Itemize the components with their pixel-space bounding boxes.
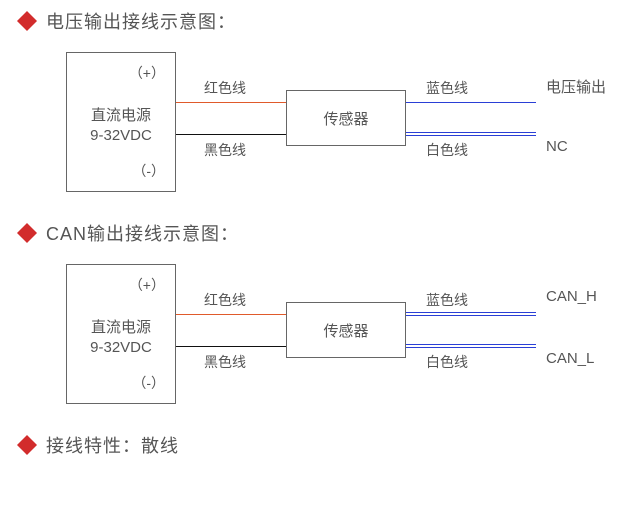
wire-label: 红色线 [204, 78, 246, 98]
diamond-icon [17, 435, 37, 455]
wire-label: 黑色线 [204, 140, 246, 160]
diamond-icon [17, 11, 37, 31]
section-title: CAN输出接线示意图： [46, 220, 239, 246]
wire-label: 白色线 [426, 140, 468, 160]
wire [176, 102, 286, 103]
wiring-section: 电压输出接线示意图： （+） 直流电源 9-32VDC （-） 传感器 红色线黑色线 蓝色线 电… [20, 8, 608, 192]
wire [406, 312, 536, 316]
power-label: 直流电源 [91, 316, 151, 337]
power-voltage-label: 9-32VDC [90, 127, 152, 144]
wiring-section: CAN输出接线示意图： （+） 直流电源 9-32VDC （-） 传感器 红色线黑色线 蓝色线… [20, 220, 608, 404]
power-supply-box: （+） 直流电源 9-32VDC （-） [66, 264, 176, 404]
wire-label: 蓝色线 [426, 290, 468, 310]
section-title: 接线特性：散线 [46, 432, 179, 458]
wire-label: 红色线 [204, 290, 246, 310]
power-supply-box: （+） 直流电源 9-32VDC （-） [66, 52, 176, 192]
wire [406, 132, 536, 136]
wire-label: 黑色线 [204, 352, 246, 372]
wiring-diagram: （+） 直流电源 9-32VDC （-） 传感器 红色线黑色线 蓝色线 电压输出白色线 NC [66, 52, 626, 192]
wire [176, 314, 286, 315]
section-title: 电压输出接线示意图： [46, 8, 236, 34]
section-header: 电压输出接线示意图： [20, 8, 608, 34]
output-label: CAN_L [546, 350, 594, 367]
wire [176, 134, 286, 135]
wire-label: 白色线 [426, 352, 468, 372]
diamond-icon [17, 223, 37, 243]
wire [406, 344, 536, 348]
power-plus-label: （+） [129, 63, 165, 83]
power-minus-label: （-） [132, 373, 165, 393]
wire [176, 346, 286, 347]
wire [406, 102, 536, 103]
output-label: NC [546, 138, 568, 155]
wire-label: 蓝色线 [426, 78, 468, 98]
footer-section: 接线特性：散线 [20, 432, 608, 458]
wiring-diagram: （+） 直流电源 9-32VDC （-） 传感器 红色线黑色线 蓝色线 CAN_H 白色线 CAN… [66, 264, 626, 404]
output-label: CAN_H [546, 288, 597, 305]
power-plus-label: （+） [129, 275, 165, 295]
power-label: 直流电源 [91, 104, 151, 125]
output-label: 电压输出 [546, 76, 606, 97]
section-header: CAN输出接线示意图： [20, 220, 608, 246]
sensor-box: 传感器 [286, 302, 406, 358]
power-minus-label: （-） [132, 161, 165, 181]
section-header: 接线特性：散线 [20, 432, 608, 458]
power-voltage-label: 9-32VDC [90, 339, 152, 356]
sensor-box: 传感器 [286, 90, 406, 146]
